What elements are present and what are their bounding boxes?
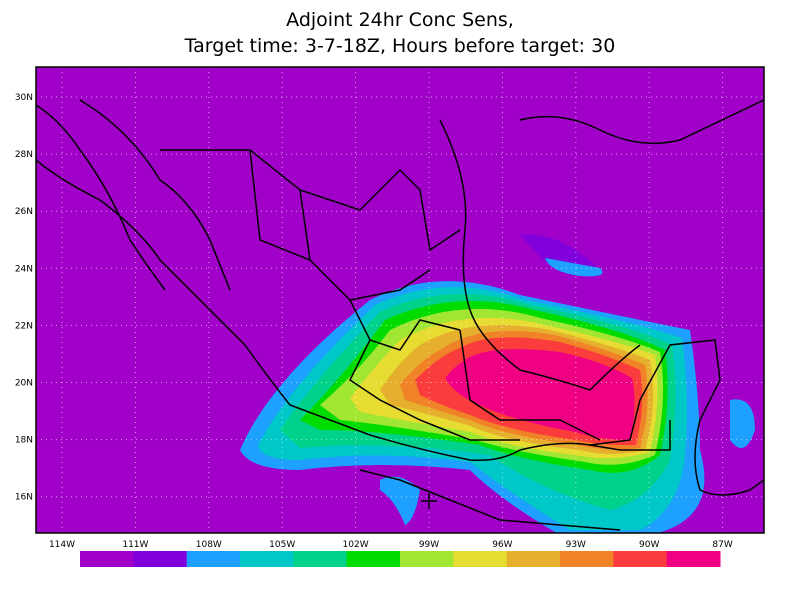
marker xyxy=(421,493,437,509)
colorbar-swatch xyxy=(666,551,721,567)
colorbar-swatch xyxy=(133,551,188,567)
coastlines xyxy=(36,99,764,531)
colorbar-swatch xyxy=(293,551,348,567)
lat-label: 28N xyxy=(15,150,33,160)
colorbar-swatch xyxy=(80,551,134,567)
lat-label: 26N xyxy=(15,207,33,217)
lat-label: 24N xyxy=(15,264,33,274)
colorbar-swatch xyxy=(400,551,454,567)
axis-labels: 30N 28N 26N 24N 22N 20N 18N 16N 114W 111W 108W 105W… xyxy=(15,93,733,550)
lat-label: 20N xyxy=(15,379,33,389)
lon-label: 105W xyxy=(269,540,295,550)
lon-label: 90W xyxy=(639,540,659,550)
title-line: Adjoint 24hr Conc Sens, xyxy=(286,9,514,31)
colorbar-swatch xyxy=(240,551,294,567)
colorbar-swatch xyxy=(186,551,241,567)
lon-label: 96W xyxy=(492,540,512,550)
title-line: Target time: 3-7-18Z, Hours before targe… xyxy=(184,35,616,57)
colorbar-swatch xyxy=(453,551,508,567)
lon-label: 102W xyxy=(343,540,369,550)
lon-label: 111W xyxy=(122,540,148,550)
colorbar xyxy=(80,551,721,567)
map-frame xyxy=(35,66,765,534)
lon-label: 87W xyxy=(712,540,732,550)
colorbar-swatch xyxy=(613,551,668,567)
lon-label: 114W xyxy=(49,540,75,550)
lon-label: 93W xyxy=(566,540,586,550)
lon-label: 99W xyxy=(419,540,439,550)
lat-label: 30N xyxy=(15,93,33,103)
lat-label: 22N xyxy=(15,321,33,331)
lat-label: 16N xyxy=(15,493,33,503)
colorbar-swatch xyxy=(506,551,561,567)
map-area xyxy=(35,66,765,534)
lon-label: 108W xyxy=(196,540,222,550)
colorbar-swatch xyxy=(560,551,614,567)
lat-label: 18N xyxy=(15,436,33,446)
colorbar-swatch xyxy=(346,551,401,567)
